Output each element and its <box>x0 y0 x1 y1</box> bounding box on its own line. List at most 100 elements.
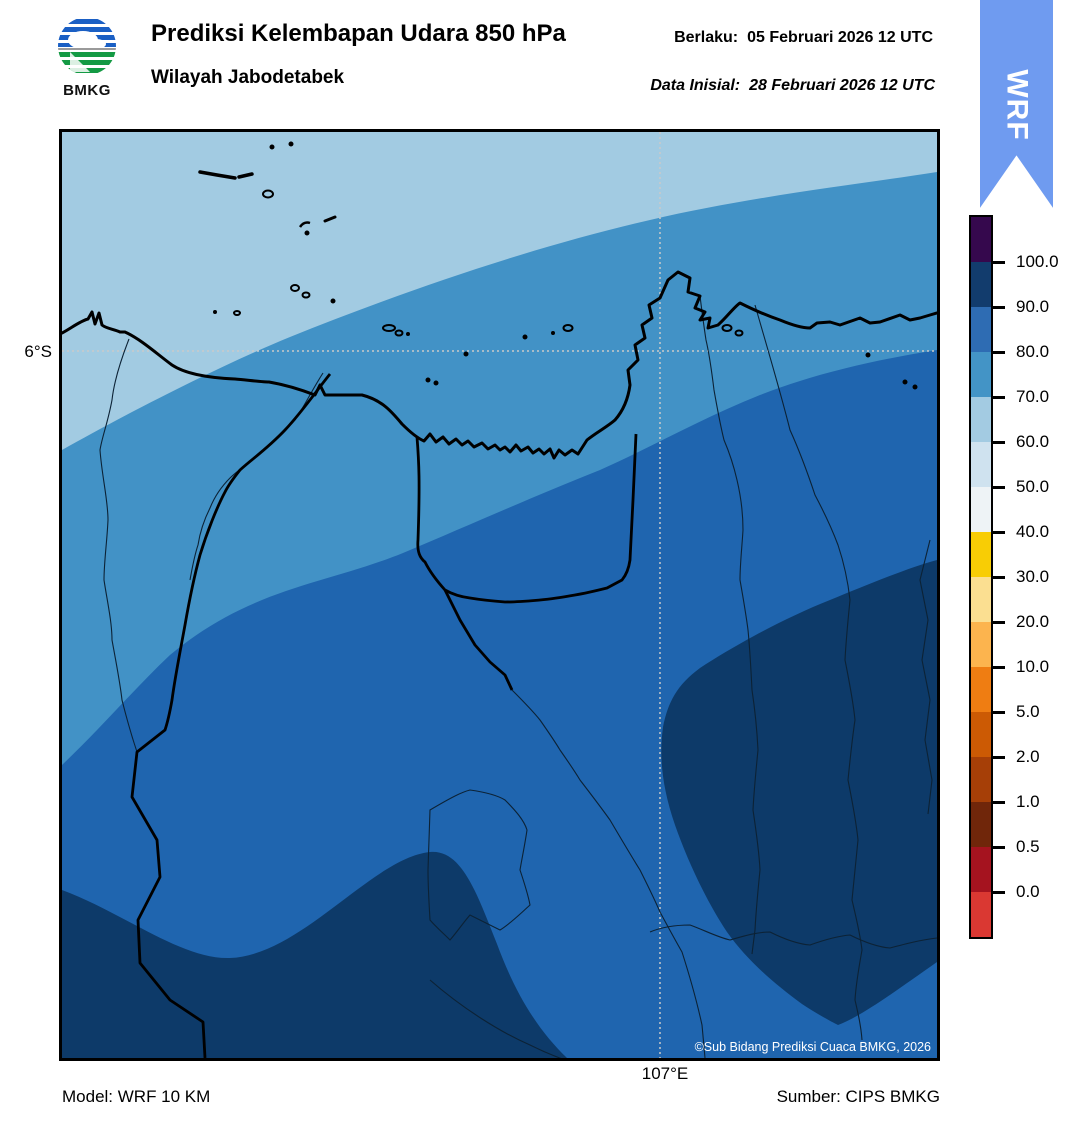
colorbar-tick-label: 1.0 <box>1016 792 1040 811</box>
islands <box>198 141 918 390</box>
admin-boundary <box>429 979 566 1061</box>
colorbar-tick-label: 2.0 <box>1016 747 1040 766</box>
island <box>463 351 469 357</box>
island <box>522 334 528 340</box>
valid-time-line: Berlaku: 05 Februari 2026 12 UTC <box>674 29 933 47</box>
island <box>425 377 431 383</box>
map-frame: ©Sub Bidang Prediksi Cuaca BMKG, 2026 <box>59 129 940 1061</box>
colorbar-segment <box>971 487 991 532</box>
island <box>198 170 237 180</box>
island <box>912 384 918 390</box>
island <box>330 298 336 304</box>
page-title: Prediksi Kelembapan Udara 850 hPa <box>151 20 566 47</box>
colorbar-segment <box>971 667 991 712</box>
island <box>288 141 294 147</box>
colorbar-segment <box>971 352 991 397</box>
island <box>865 352 871 358</box>
admin-boundary <box>699 295 761 955</box>
valid-time-value: 05 Februari 2026 12 UTC <box>747 29 933 46</box>
island <box>721 324 733 332</box>
island <box>551 331 555 335</box>
island <box>262 189 274 199</box>
island <box>902 379 908 385</box>
colorbar-tick-label: 80.0 <box>1016 342 1050 361</box>
colorbar-tick <box>993 486 1005 489</box>
map-canvas: ©Sub Bidang Prediksi Cuaca BMKG, 2026 <box>60 132 939 1061</box>
island <box>382 324 396 332</box>
colorbar <box>969 215 993 939</box>
wrf-ribbon: WRF <box>980 0 1053 208</box>
island <box>304 230 310 236</box>
colorbar-tick-label: 50.0 <box>1016 477 1050 496</box>
bmkg-logo <box>58 17 116 75</box>
island <box>237 172 254 179</box>
colorbar-tick <box>993 666 1005 669</box>
colorbar-tick-label: 60.0 <box>1016 432 1050 451</box>
colorbar-segment <box>971 712 991 757</box>
colorbar-segment <box>971 262 991 307</box>
wrf-ribbon-label: WRF <box>1000 69 1034 141</box>
colorbar-tick <box>993 396 1005 399</box>
island <box>301 291 311 299</box>
page-subtitle: Wilayah Jabodetabek <box>151 67 345 88</box>
admin-boundaries-thick <box>130 373 638 1059</box>
island <box>323 215 337 223</box>
island <box>734 329 744 337</box>
colorbar-segment <box>971 757 991 802</box>
island <box>562 324 574 332</box>
colorbar-tick-label: 40.0 <box>1016 522 1050 541</box>
bmkg-logo-label: BMKG <box>63 82 111 99</box>
admin-boundaries-thin <box>99 295 938 1061</box>
colorbar-tick-label: 20.0 <box>1016 612 1050 631</box>
island <box>269 144 275 150</box>
colorbar-segment <box>971 397 991 442</box>
colorbar-tick <box>993 531 1005 534</box>
colorbar-segment <box>971 307 991 352</box>
admin-boundary <box>754 304 863 1041</box>
colorbar-tick-label: 10.0 <box>1016 657 1050 676</box>
footer-source: Sumber: CIPS BMKG <box>776 1087 940 1106</box>
colorbar-tick-label: 90.0 <box>1016 297 1050 316</box>
island <box>406 332 410 336</box>
contour-band-60-70 <box>62 132 937 450</box>
admin-boundary <box>649 924 938 949</box>
colorbar-tick <box>993 576 1005 579</box>
colorbar-tick-label: 0.0 <box>1016 882 1040 901</box>
island <box>433 380 439 386</box>
colorbar-tick-label: 5.0 <box>1016 702 1040 721</box>
colorbar-segment <box>971 217 991 262</box>
lat-axis-label: 6°S <box>24 342 52 361</box>
island <box>298 221 311 228</box>
colorbar-tick <box>993 891 1005 894</box>
init-time-label: Data Inisial: <box>650 77 741 94</box>
footer-model: Model: WRF 10 KM <box>62 1087 211 1106</box>
coastline <box>60 270 939 460</box>
admin-boundary <box>511 689 706 1059</box>
province-boundary <box>130 373 332 1059</box>
colorbar-tick-label: 100.0 <box>1016 252 1059 271</box>
colorbar-tick <box>993 621 1005 624</box>
colorbar-tick <box>993 846 1005 849</box>
colorbar-tick <box>993 711 1005 714</box>
colorbar-tick <box>993 441 1005 444</box>
init-time-line: Data Inisial: 28 Februari 2026 12 UTC <box>650 77 935 95</box>
colorbar-segment <box>971 622 991 667</box>
colorbar-segment <box>971 892 991 937</box>
colorbar-tick <box>993 756 1005 759</box>
colorbar-tick-label: 70.0 <box>1016 387 1050 406</box>
lon-axis-label: 107°E <box>641 1064 689 1083</box>
colorbar-tick <box>993 261 1005 264</box>
island <box>394 329 404 337</box>
valid-time-label: Berlaku: <box>674 29 739 46</box>
island <box>233 310 241 316</box>
province-boundary <box>443 589 514 691</box>
admin-boundary <box>919 539 933 815</box>
colorbar-tick-label: 0.5 <box>1016 837 1040 856</box>
colorbar-tick <box>993 801 1005 804</box>
island <box>213 310 217 314</box>
colorbar-tick <box>993 351 1005 354</box>
colorbar-segment <box>971 802 991 847</box>
contour-band-90-100-south <box>62 851 567 1058</box>
colorbar-segment <box>971 847 991 892</box>
colorbar-segment <box>971 577 991 622</box>
